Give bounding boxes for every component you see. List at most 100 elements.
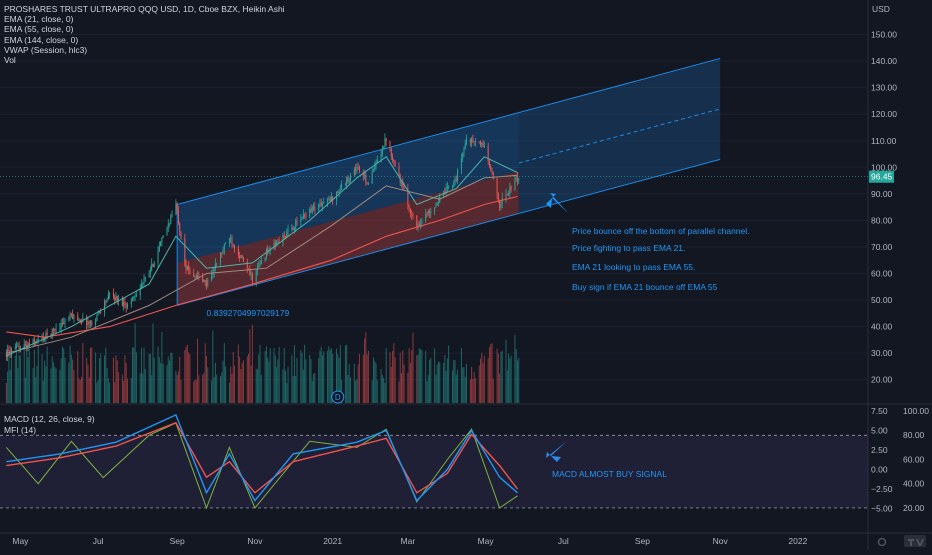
volume-bar (207, 367, 209, 403)
candle-body (310, 208, 312, 212)
candle-body (24, 343, 26, 345)
price-tick-label: 70.00 (871, 242, 893, 252)
volume-bar (249, 329, 251, 403)
candle-body (478, 141, 480, 143)
candle-body (318, 204, 320, 211)
macd-signal-line (6, 421, 519, 494)
macd-legend[interactable]: MACD (12, 26, close, 9) (4, 414, 95, 424)
volume-bar (505, 339, 507, 403)
volume-bar (239, 356, 241, 403)
candle-body (409, 208, 411, 215)
candle-body (506, 194, 508, 196)
parallel-channel (176, 57, 721, 306)
volume-bar (443, 363, 445, 403)
channel-bottom-line (177, 158, 721, 306)
price-tick-label: 100.00 (871, 162, 897, 172)
tradingview-logo-icon[interactable] (904, 535, 926, 547)
volume-bar (8, 353, 10, 403)
candle-body (482, 143, 484, 147)
candle-body (411, 214, 413, 216)
volume-bar (211, 380, 213, 403)
candle-body (348, 179, 350, 182)
candle-body (265, 249, 267, 258)
candle-body (403, 185, 405, 190)
volume-bar (258, 354, 260, 403)
volume-bar (87, 364, 89, 403)
candle-body (492, 172, 494, 180)
candle-body (8, 349, 10, 352)
candle-body (54, 329, 56, 331)
candle-body (287, 229, 289, 232)
volume-bar (5, 382, 7, 403)
volume-bar (269, 348, 271, 403)
volume-bar (18, 355, 20, 403)
volume-bar (516, 360, 518, 403)
candle-body (421, 220, 423, 224)
volume-bar (240, 369, 242, 403)
settings-icon[interactable] (876, 535, 888, 547)
candle-body (436, 203, 438, 205)
volume-bar (393, 343, 395, 403)
candle-body (515, 177, 517, 179)
price-tick-label: 130.00 (871, 83, 897, 93)
candle-body (228, 238, 230, 244)
volume-bar (372, 357, 374, 403)
volume-bar (416, 355, 418, 403)
ema21-legend[interactable]: EMA (21, close, 0) (4, 14, 74, 25)
volume-bar (497, 354, 499, 403)
candle-body (132, 297, 134, 300)
candle-body (18, 345, 20, 352)
candle-body (50, 334, 52, 336)
candle-body (282, 234, 284, 244)
candle-body (292, 227, 294, 231)
volume-bar (213, 376, 215, 403)
candle-body (79, 319, 81, 322)
volume-bar (45, 366, 47, 403)
volume-bar (430, 357, 432, 403)
volume-bar (426, 381, 428, 403)
candle-body (508, 193, 510, 196)
volume-bar (481, 352, 483, 403)
candle-body (514, 178, 516, 190)
ema144-legend[interactable]: EMA (144, close, 0) (4, 34, 79, 45)
candle-body (277, 241, 279, 243)
candle-body (283, 234, 285, 237)
candle-body (142, 282, 144, 285)
volume-bar (483, 355, 485, 403)
volume-bar (176, 374, 178, 403)
volume-bar (460, 348, 462, 403)
candle-body (140, 284, 142, 288)
candle-body (231, 238, 233, 245)
volume-bar (364, 338, 366, 403)
volume-bar (394, 357, 396, 403)
macd-tick-label: 2.50 (871, 445, 888, 455)
candle-body (16, 346, 18, 348)
ema55-legend[interactable]: EMA (55, close, 0) (4, 24, 74, 35)
candle-body (481, 143, 483, 145)
candle-body (203, 280, 205, 283)
volume-legend[interactable]: Vol (4, 55, 16, 66)
candle-body (337, 191, 339, 194)
volume-bar (41, 353, 43, 403)
volume-bar (283, 347, 285, 403)
vwap-legend[interactable]: VWAP (Session, hlc3) (4, 44, 88, 55)
candle-body (27, 342, 29, 347)
candle-body (69, 314, 71, 319)
candles (5, 133, 520, 361)
candle-body (157, 250, 159, 264)
volume-bar (407, 372, 409, 403)
volume-bar (223, 343, 225, 403)
volume-bar (329, 350, 331, 403)
candle-body (276, 242, 278, 245)
candle-body (407, 189, 409, 205)
mfi-legend[interactable]: MFI (14) (4, 424, 37, 435)
candle-body (81, 321, 83, 323)
candle-body (249, 268, 251, 276)
candle-body (356, 167, 358, 171)
last-price-badge (869, 170, 894, 183)
candle-body (372, 169, 374, 171)
candle-body (464, 143, 466, 149)
candle-body (72, 314, 74, 320)
